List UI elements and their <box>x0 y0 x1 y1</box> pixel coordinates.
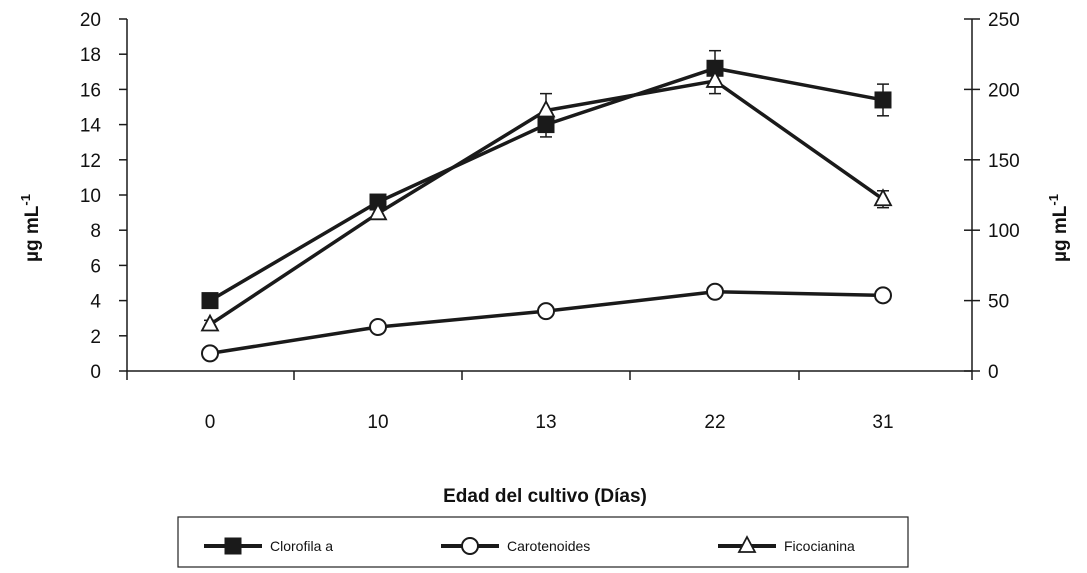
data-point <box>201 344 219 363</box>
right-tick-label: 200 <box>988 80 1020 101</box>
data-point <box>874 286 892 305</box>
left-tick-label: 2 <box>90 327 101 348</box>
right-tick-label: 150 <box>988 151 1020 172</box>
right-axis-title-sup: -1 <box>1046 194 1061 206</box>
x-axis-title: Edad del cultivo (Días) <box>443 486 647 507</box>
series-carotenoides <box>201 282 892 363</box>
x-tick-label: 13 <box>535 412 556 433</box>
legend-swatch-marker <box>461 537 479 555</box>
plot-area: 0 2 4 6 8 10 12 14 16 18 20 0 50 100 150 200 250 0 10 13 2… <box>80 10 1020 433</box>
series-clorofila-a <box>201 49 892 310</box>
left-tick-label: 20 <box>80 10 101 31</box>
legend-label: Carotenoides <box>507 538 590 554</box>
left-tick-label: 4 <box>90 292 101 313</box>
x-tick-label: 10 <box>367 412 388 433</box>
x-tick-label: 31 <box>872 412 893 433</box>
right-tick-label: 250 <box>988 10 1020 31</box>
data-point <box>706 282 724 301</box>
x-tick-label: 0 <box>205 412 216 433</box>
legend-label: Ficocianina <box>784 538 855 554</box>
left-tick-label: 0 <box>90 362 101 383</box>
legend-swatch-marker <box>224 537 242 555</box>
data-point <box>536 99 556 118</box>
left-tick-label: 6 <box>90 256 101 277</box>
data-point <box>874 91 892 109</box>
legend: Clorofila a Carotenoides Ficocianina <box>177 516 909 568</box>
left-tick-label: 8 <box>90 221 101 242</box>
right-tick-label: 50 <box>988 292 1009 313</box>
data-point <box>537 302 555 321</box>
left-tick-label: 14 <box>80 116 102 137</box>
x-axis: 0 10 13 22 31 <box>126 370 973 433</box>
left-tick-label: 12 <box>80 151 101 172</box>
left-axis-title-text: µg mL <box>22 205 43 262</box>
legend-item: Clorofila a <box>204 537 333 555</box>
right-tick-label: 0 <box>988 362 999 383</box>
right-y-axis: 0 50 100 150 200 250 <box>964 10 1020 383</box>
left-axis-title: µg mL-1 <box>18 194 43 262</box>
data-point <box>200 313 220 332</box>
right-tick-label: 100 <box>988 221 1020 242</box>
series-line <box>209 290 884 356</box>
legend-label: Clorofila a <box>270 538 333 554</box>
legend-item: Carotenoides <box>441 537 590 555</box>
legend-box <box>177 516 909 568</box>
series-layer <box>200 49 893 363</box>
x-tick-label: 22 <box>704 412 725 433</box>
left-tick-label: 10 <box>80 186 101 207</box>
data-point <box>705 70 725 88</box>
right-axis-title-text: µg mL <box>1050 205 1071 262</box>
right-axis-title: µg mL-1 <box>1046 194 1071 262</box>
left-axis-title-sup: -1 <box>18 194 33 206</box>
left-tick-label: 18 <box>80 45 101 66</box>
data-point <box>201 292 219 310</box>
legend-swatch-marker <box>737 535 757 553</box>
left-y-axis: 0 2 4 6 8 10 12 14 16 18 20 <box>80 10 128 383</box>
data-point <box>368 202 388 221</box>
legend-item: Ficocianina <box>718 535 855 554</box>
series-ficocianina <box>200 67 893 332</box>
data-point <box>873 188 893 207</box>
left-tick-label: 16 <box>80 80 101 101</box>
data-point <box>369 318 387 336</box>
